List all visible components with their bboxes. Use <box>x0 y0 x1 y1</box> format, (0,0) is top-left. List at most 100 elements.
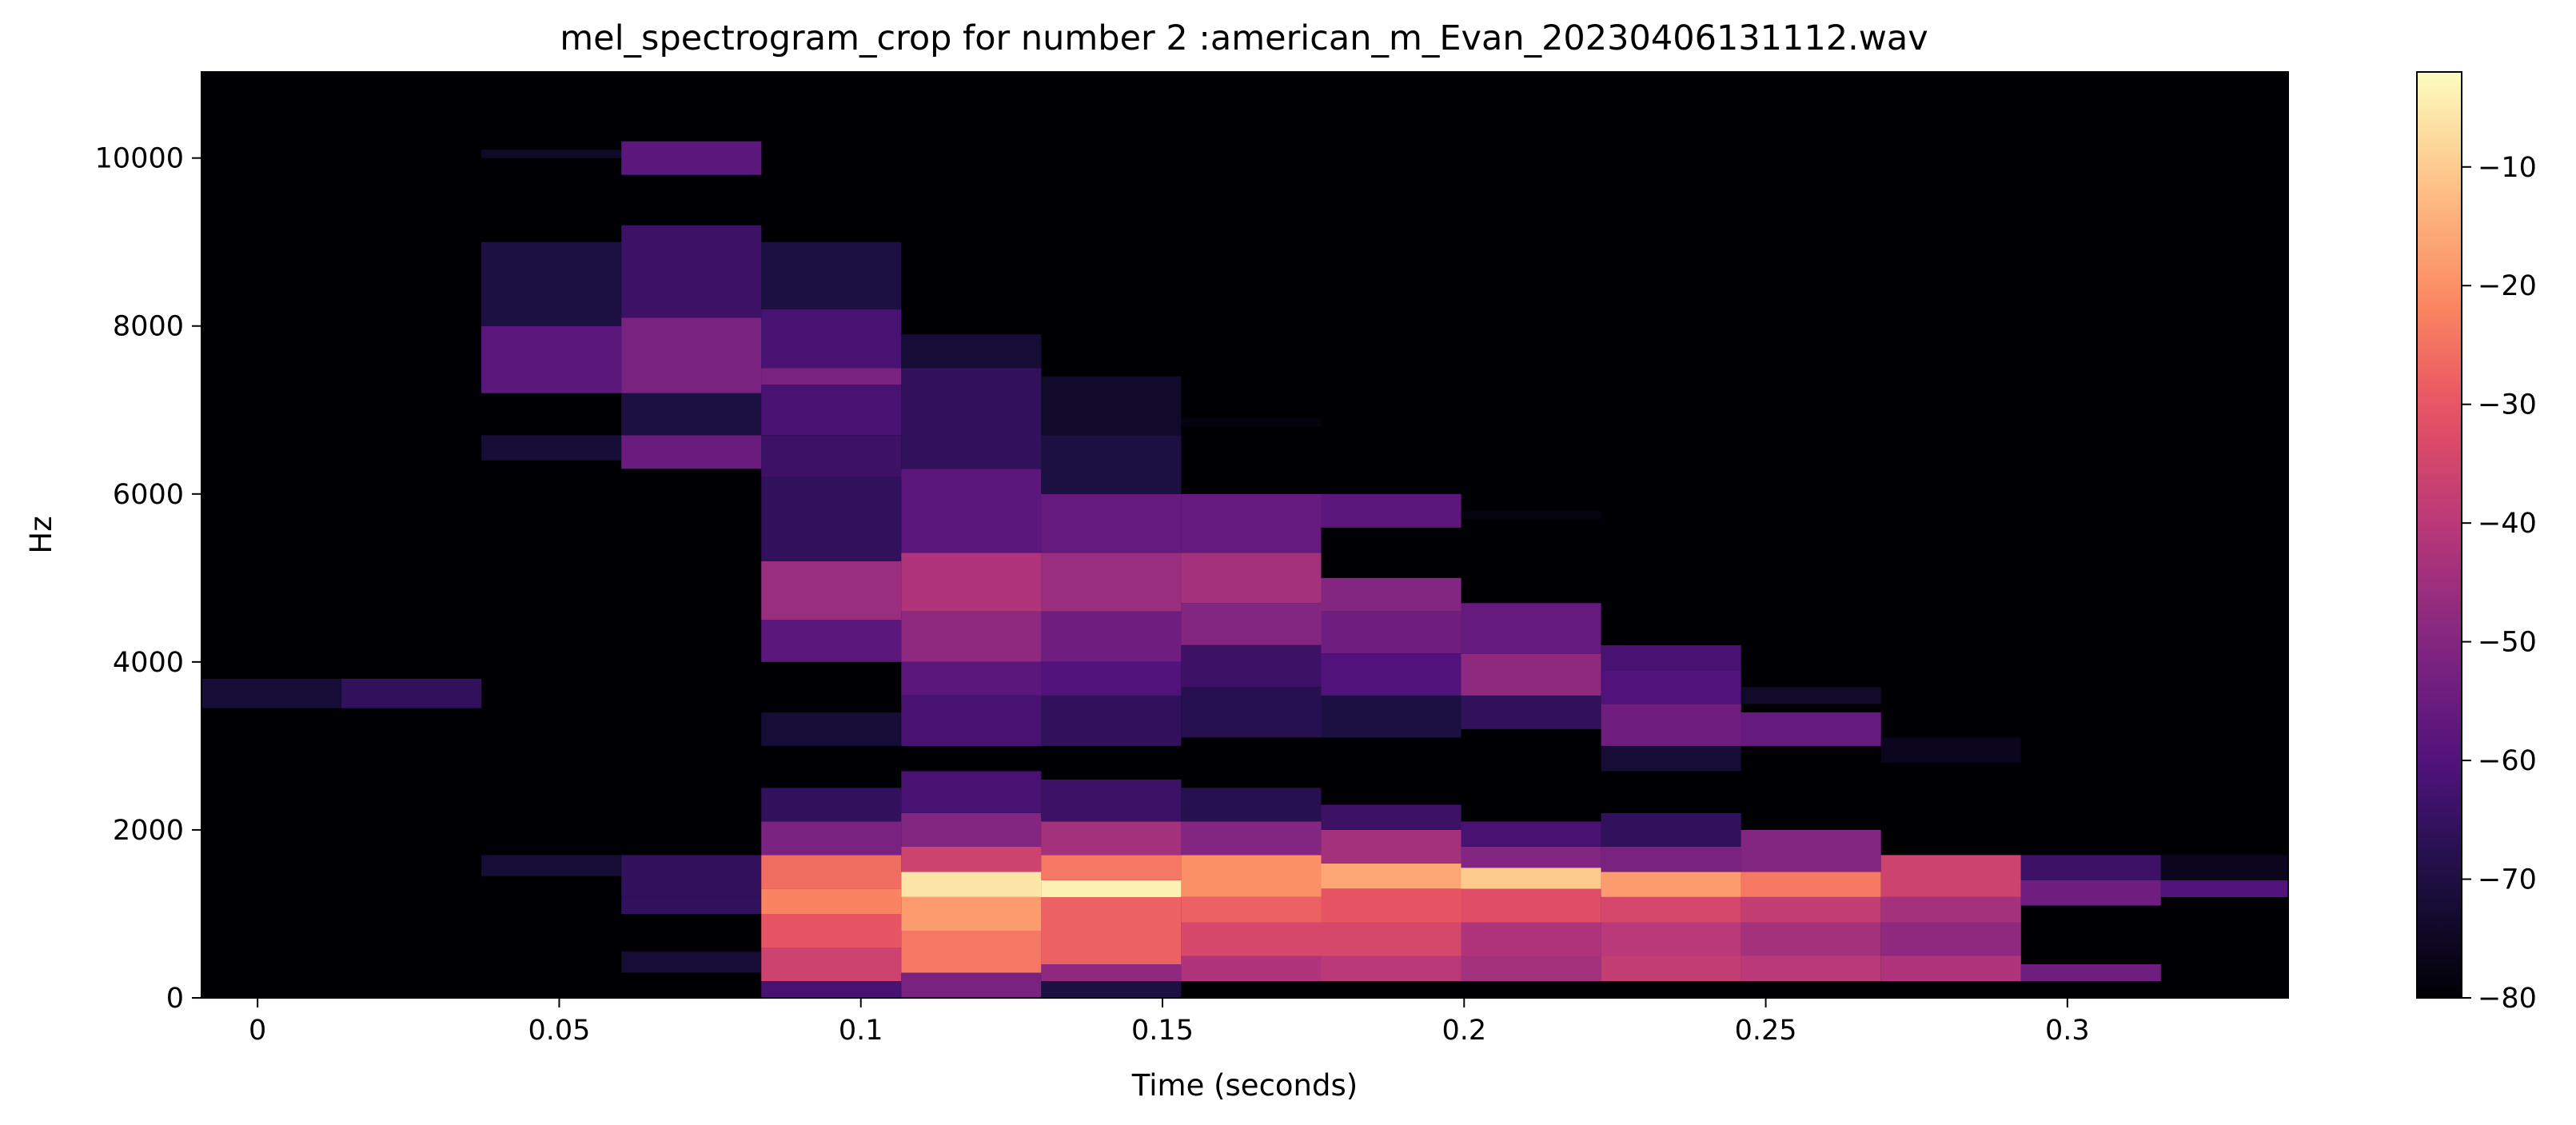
heatmap-cell <box>1461 695 1601 729</box>
heatmap-cell <box>761 855 902 889</box>
heatmap-cell <box>621 435 762 469</box>
colorbar: −10 −20 −30 −40 −50 −60 −70 −80 <box>2416 71 2537 1015</box>
colorbar-tick-label: −20 <box>2478 270 2537 302</box>
heatmap-cell <box>1321 829 1461 864</box>
y-axis-label: Hz <box>24 516 58 553</box>
heatmap-cell <box>1181 897 1322 923</box>
heatmap-cell <box>481 325 622 393</box>
heatmap-cell <box>1181 493 1322 553</box>
heatmap-cell <box>1041 981 1182 998</box>
heatmap-cell <box>1461 868 1601 889</box>
heatmap-cell <box>1741 829 1881 872</box>
plot-area <box>201 71 2289 999</box>
heatmap-cell <box>1461 821 1601 847</box>
heatmap-cell <box>621 393 762 436</box>
heatmap-cell <box>901 469 1042 553</box>
heatmap-cell <box>761 914 902 947</box>
heatmap-cell <box>1041 376 1182 436</box>
heatmap-cell <box>1601 955 1741 981</box>
heatmap-cell <box>621 141 762 175</box>
x-axis: 0 0.05 0.1 0.15 0.2 0.25 0.3 <box>249 998 2090 1047</box>
x-tick-label: 0.3 <box>2045 1015 2090 1047</box>
heatmap-cell <box>1321 804 1461 830</box>
heatmap-cell <box>761 620 902 662</box>
heatmap-cell <box>901 611 1042 662</box>
heatmap-cell <box>1181 687 1322 738</box>
heatmap-cell <box>1601 644 1741 671</box>
heatmap-cell <box>1461 603 1601 654</box>
colorbar-ticks: −10 −20 −30 −40 −50 −60 −70 −80 <box>2462 152 2537 1015</box>
heatmap-cell <box>761 888 902 914</box>
heatmap-cell <box>761 821 902 856</box>
heatmap-cell <box>1601 922 1741 956</box>
heatmap-cell <box>621 855 762 897</box>
colorbar-tick-label: −40 <box>2478 508 2537 540</box>
heatmap-cell <box>1321 653 1461 696</box>
x-axis-label: Time (seconds) <box>1131 1068 1358 1103</box>
heatmap-cell <box>901 695 1042 746</box>
heatmap-cell <box>901 553 1042 612</box>
heatmap-cell <box>1321 611 1461 654</box>
heatmap-cell <box>1181 855 1322 897</box>
heatmap-cell <box>1741 897 1881 923</box>
heatmap-cell <box>1321 888 1461 923</box>
heatmap-cell <box>1461 510 1601 520</box>
y-tick-label: 0 <box>166 983 184 1015</box>
heatmap-cell <box>1041 821 1182 856</box>
heatmap-cell <box>1880 855 2021 897</box>
heatmap-cell <box>1181 788 1322 822</box>
heatmap-cell <box>2020 964 2161 981</box>
heatmap-cell <box>901 872 1042 897</box>
heatmap-cell <box>1741 955 1881 981</box>
heatmap-cell <box>481 150 622 158</box>
heatmap-cell <box>1741 922 1881 956</box>
heatmap-cell <box>901 972 1042 998</box>
heatmap-cell <box>1041 964 1182 981</box>
heatmap-cell <box>1321 863 1461 889</box>
heatmap-cell <box>1041 695 1182 746</box>
heatmap-cell <box>761 435 902 477</box>
heatmap-cell <box>1461 846 1601 868</box>
heatmap-cell <box>1880 955 2021 981</box>
heatmap-cell <box>761 241 902 309</box>
heatmap-cell <box>1041 922 1182 964</box>
heatmap-cell <box>761 309 902 369</box>
heatmap-cell <box>1601 670 1741 704</box>
heatmap-cell <box>901 771 1042 813</box>
heatmap-cell <box>1880 897 2021 923</box>
colorbar-tick-label: −50 <box>2478 627 2537 659</box>
heatmap-cell <box>901 812 1042 847</box>
heatmap-cell <box>761 368 902 385</box>
heatmap-cell <box>2160 855 2288 880</box>
heatmap-cell <box>1041 435 1182 494</box>
heatmap-cell <box>1461 888 1601 923</box>
colorbar-tick-label: −10 <box>2478 152 2537 184</box>
heatmap-cell <box>1601 897 1741 923</box>
heatmap-cell <box>1461 955 1601 981</box>
heatmap-cell <box>1321 955 1461 981</box>
heatmap-cell <box>481 241 622 326</box>
heatmap-cells <box>201 141 2288 998</box>
heatmap-cell <box>761 561 902 620</box>
heatmap-cell <box>1041 493 1182 553</box>
y-tick-label: 10000 <box>95 143 184 175</box>
y-tick-label: 8000 <box>113 311 184 343</box>
x-tick-label: 0.25 <box>1735 1015 1797 1047</box>
heatmap-cell <box>1741 872 1881 897</box>
heatmap-cell <box>2020 880 2161 906</box>
heatmap-cell <box>481 435 622 461</box>
heatmap-cell <box>621 897 762 914</box>
heatmap-cell <box>761 712 902 746</box>
heatmap-cell <box>1461 653 1601 696</box>
chart-title: mel_spectrogram_crop for number 2 :ameri… <box>560 18 1928 58</box>
heatmap-cell <box>201 678 342 708</box>
heatmap-cell <box>1181 418 1322 427</box>
heatmap-cell <box>1321 695 1461 738</box>
x-tick-label: 0.05 <box>528 1015 590 1047</box>
heatmap-cell <box>1181 553 1322 604</box>
y-tick-label: 6000 <box>113 479 184 511</box>
heatmap-cell <box>1181 644 1322 688</box>
heatmap-cell <box>901 661 1042 696</box>
heatmap-cell <box>1041 897 1182 923</box>
